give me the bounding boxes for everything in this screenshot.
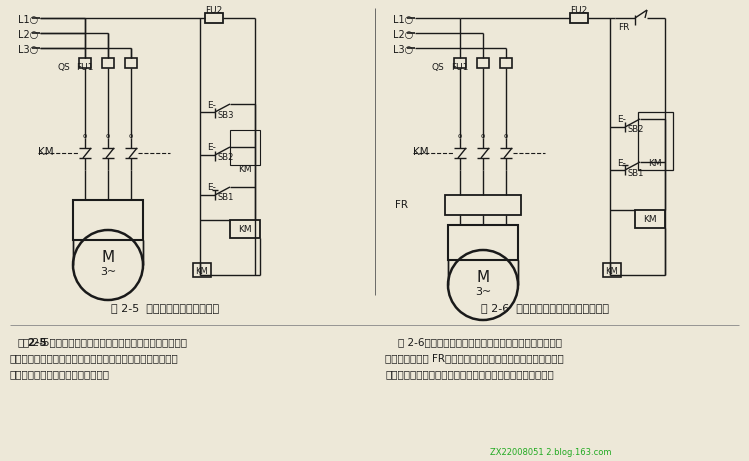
Text: SB1: SB1 [628,169,644,177]
Text: 图 2-5: 图 2-5 [18,337,46,347]
Text: FU1: FU1 [451,64,468,72]
Text: E-: E- [207,183,216,193]
Text: M: M [476,271,490,285]
Text: o: o [129,133,133,139]
Text: FU2: FU2 [571,6,588,16]
Text: 3~: 3~ [475,287,491,297]
Text: SB3: SB3 [218,111,234,119]
Bar [454,58,466,68]
Text: E-: E- [207,100,216,110]
Text: QS: QS [432,64,445,72]
Text: KM: KM [195,266,208,276]
Text: 3~: 3~ [100,267,116,277]
Bar [73,200,143,240]
Text: KM: KM [413,147,428,157]
Text: 图 2-5  点动与连续运行控制线路: 图 2-5 点动与连续运行控制线路 [111,303,219,313]
Bar [102,58,114,68]
Bar [125,58,137,68]
Text: E-: E- [617,116,626,124]
Text: o: o [83,133,87,139]
Text: L2○: L2○ [393,30,413,40]
Text: 图 2-6所示为带过载保护的单向运行控制线路，线路中采: 图 2-6所示为带过载保护的单向运行控制线路，线路中采 [385,337,562,347]
Text: FU1: FU1 [76,64,94,72]
Text: o: o [504,133,508,139]
Text: 用了一只热继器 FR，并把其热元件串接在三相主电路的任意两: 用了一只热继器 FR，并把其热元件串接在三相主电路的任意两 [385,353,564,363]
Text: L3○: L3○ [393,45,413,55]
Bar [79,58,91,68]
Bar [638,112,673,170]
Bar [603,263,621,277]
Text: L1○: L1○ [393,15,413,25]
Bar [635,210,665,228]
Text: L2○: L2○ [18,30,38,40]
Bar [477,58,489,68]
Text: FU2: FU2 [205,6,222,16]
Text: 相上，常闭触点则串接在控制电路中，以达到对电动机的过载: 相上，常闭触点则串接在控制电路中，以达到对电动机的过载 [385,369,554,379]
Text: E-: E- [207,143,216,153]
Text: SB1: SB1 [218,194,234,202]
Text: L1○: L1○ [18,15,38,25]
Text: KM: KM [238,165,252,175]
Bar [230,220,260,238]
Text: QS: QS [57,64,70,72]
Text: M: M [101,250,115,266]
Text: L3○: L3○ [18,45,38,55]
Text: KM: KM [648,159,662,167]
Bar [445,195,521,215]
Bar [205,13,223,23]
Text: FR: FR [395,200,408,210]
Text: SB2: SB2 [628,125,644,135]
Text: o: o [106,133,110,139]
Text: 图 2-6  带过载保护的单向运行控制线路: 图 2-6 带过载保护的单向运行控制线路 [481,303,609,313]
Text: o: o [458,133,462,139]
Text: KM: KM [38,147,54,157]
Text: 连续运行两种工作状态的生产机械。: 连续运行两种工作状态的生产机械。 [10,369,110,379]
Text: KM: KM [238,225,252,235]
Bar [230,130,260,165]
Text: SB2: SB2 [218,154,234,162]
Bar [500,58,512,68]
Text: ZX22008051 2.blog.163.com: ZX22008051 2.blog.163.com [490,448,611,456]
Text: KM: KM [643,215,657,225]
Bar [570,13,588,23]
Text: KM: KM [606,266,619,276]
Bar [193,263,211,277]
Text: o: o [481,133,485,139]
Text: 图 2-5所示为一种既能使电动机做点动断续运行，又能使: 图 2-5所示为一种既能使电动机做点动断续运行，又能使 [10,337,187,347]
Text: 电动机作单向连续运转的控制线路。该线路适用于需要断续和: 电动机作单向连续运转的控制线路。该线路适用于需要断续和 [10,353,179,363]
Bar [448,225,518,260]
Text: E-: E- [617,159,626,167]
Text: FR: FR [618,24,629,32]
